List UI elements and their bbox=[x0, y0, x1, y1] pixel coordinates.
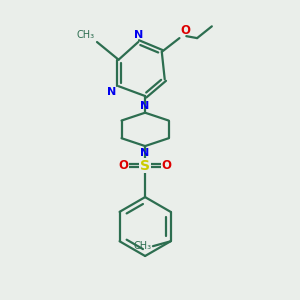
Text: N: N bbox=[134, 30, 143, 40]
Text: O: O bbox=[118, 159, 128, 172]
Text: N: N bbox=[140, 101, 150, 111]
Text: O: O bbox=[180, 24, 190, 37]
Text: O: O bbox=[162, 159, 172, 172]
Text: S: S bbox=[140, 159, 150, 173]
Text: N: N bbox=[140, 148, 150, 158]
Text: CH₃: CH₃ bbox=[134, 241, 152, 251]
Text: CH₃: CH₃ bbox=[77, 30, 95, 40]
Text: N: N bbox=[107, 87, 117, 97]
